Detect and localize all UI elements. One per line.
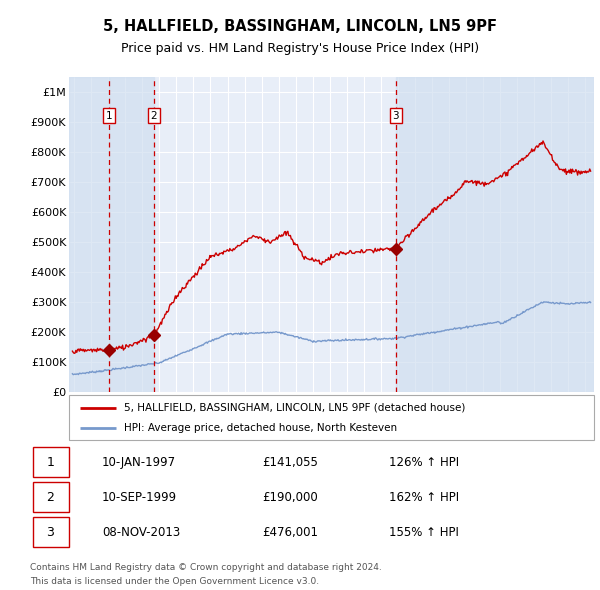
Text: 3: 3 [46,526,55,539]
Text: 08-NOV-2013: 08-NOV-2013 [102,526,180,539]
FancyBboxPatch shape [33,482,68,512]
Bar [395,77,594,392]
Text: 2: 2 [151,111,157,121]
FancyBboxPatch shape [33,447,68,477]
Bar [69,77,109,392]
Text: £141,055: £141,055 [262,455,318,468]
Text: 1: 1 [106,111,112,121]
Text: Price paid vs. HM Land Registry's House Price Index (HPI): Price paid vs. HM Land Registry's House … [121,42,479,55]
Text: 162% ↑ HPI: 162% ↑ HPI [389,490,459,504]
Text: This data is licensed under the Open Government Licence v3.0.: This data is licensed under the Open Gov… [30,576,319,586]
Text: Contains HM Land Registry data © Crown copyright and database right 2024.: Contains HM Land Registry data © Crown c… [30,563,382,572]
Text: HPI: Average price, detached house, North Kesteven: HPI: Average price, detached house, Nort… [124,423,397,433]
Text: £476,001: £476,001 [262,526,318,539]
Text: 126% ↑ HPI: 126% ↑ HPI [389,455,459,468]
Text: £190,000: £190,000 [262,490,317,504]
Text: 5, HALLFIELD, BASSINGHAM, LINCOLN, LN5 9PF (detached house): 5, HALLFIELD, BASSINGHAM, LINCOLN, LN5 9… [124,403,466,412]
Text: 5, HALLFIELD, BASSINGHAM, LINCOLN, LN5 9PF: 5, HALLFIELD, BASSINGHAM, LINCOLN, LN5 9… [103,19,497,34]
Text: 155% ↑ HPI: 155% ↑ HPI [389,526,458,539]
Text: 1: 1 [46,455,55,468]
FancyBboxPatch shape [33,517,68,548]
Bar [109,77,154,392]
Text: 10-JAN-1997: 10-JAN-1997 [102,455,176,468]
Text: 10-SEP-1999: 10-SEP-1999 [102,490,177,504]
Text: 3: 3 [392,111,399,121]
FancyBboxPatch shape [69,395,594,440]
Text: 2: 2 [46,490,55,504]
